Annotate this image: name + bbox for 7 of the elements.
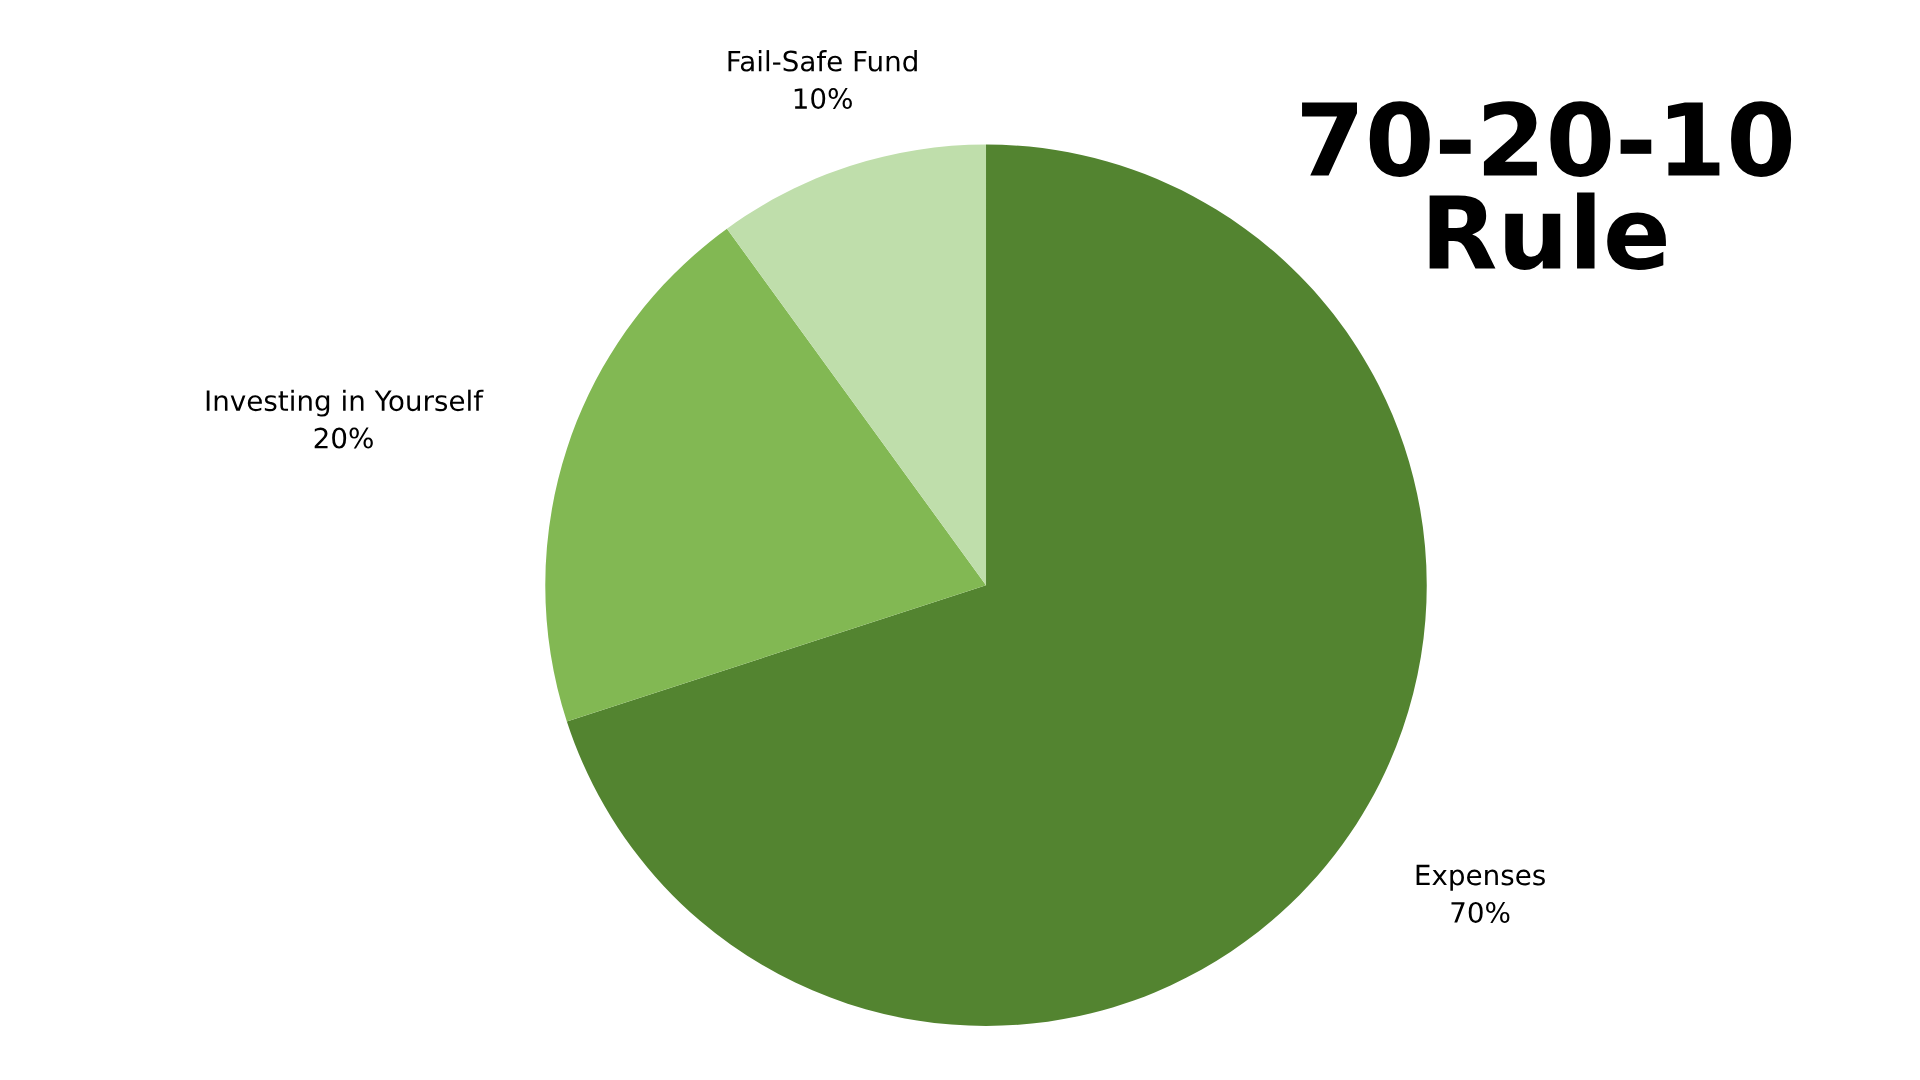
- slice-label: Fail-Safe Fund: [728, 50, 917, 72]
- slice-label: Expenses: [1416, 864, 1545, 891]
- data-label: 70%: [1451, 901, 1510, 923]
- data-label: 10%: [794, 88, 852, 110]
- text: 70-20-10 Rule: [1302, 101, 1792, 270]
- slice-label: Investing in Yourself: [206, 389, 484, 417]
- data-label: 20%: [314, 427, 373, 449]
